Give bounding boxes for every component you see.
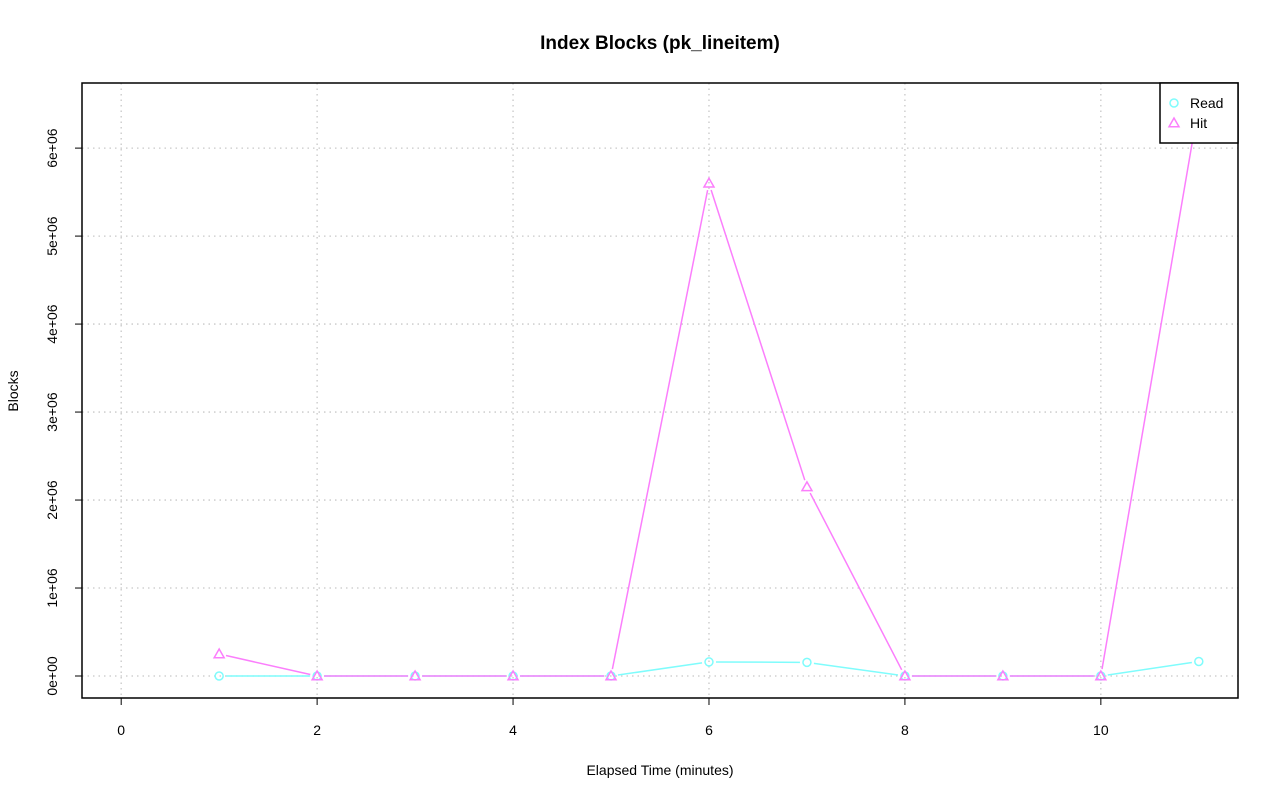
x-tick-label: 2 [313, 722, 321, 738]
legend-label-hit: Hit [1190, 115, 1207, 131]
x-axis-title: Elapsed Time (minutes) [586, 762, 733, 778]
axes: 0 2 4 6 8 10 0e+00 1e+06 2e+06 3e+06 4e+06 5e+06 6e+… [44, 128, 1109, 738]
legend-label-read: Read [1190, 95, 1223, 111]
hit-point [898, 669, 912, 681]
y-tick-label: 1e+06 [44, 568, 60, 608]
series-hit [212, 97, 1206, 681]
read-line-segment [617, 662, 703, 676]
read-line-segment [1107, 661, 1192, 676]
x-tick-label: 6 [705, 722, 713, 738]
y-tick-label: 6e+06 [44, 128, 60, 168]
hit-point [604, 669, 618, 681]
y-axis-title: Blocks [5, 370, 21, 411]
hit-point [408, 669, 422, 681]
x-tick-label: 4 [509, 722, 517, 738]
plot-frame [81, 82, 1239, 699]
hit-point [310, 669, 324, 681]
grid [82, 83, 1238, 698]
read-point [214, 671, 224, 681]
chart-title: Index Blocks (pk_lineitem) [540, 33, 780, 54]
hit-line-segment [809, 492, 903, 671]
legend: Read Hit [1159, 82, 1239, 144]
y-tick-label: 0e+00 [44, 656, 60, 696]
series-layer [212, 97, 1206, 681]
legend-marker-hit [1167, 116, 1181, 128]
hit-point [506, 669, 520, 681]
hit-point [212, 647, 226, 659]
hit-point [1094, 669, 1108, 681]
y-tick-label: 5e+06 [44, 216, 60, 256]
read-point [704, 657, 714, 667]
legend-marker-read [1169, 98, 1179, 108]
read-line-segment [813, 662, 899, 676]
legend-box [1159, 82, 1239, 144]
hit-line-segment [225, 654, 311, 676]
hit-line-segment [710, 189, 806, 481]
x-tick-label: 0 [117, 722, 125, 738]
x-tick-label: 8 [901, 722, 909, 738]
read-point [802, 657, 812, 668]
hit-point [800, 480, 814, 492]
y-tick-label: 4e+06 [44, 304, 60, 344]
x-tick-label: 10 [1093, 722, 1109, 738]
y-tick-label: 2e+06 [44, 480, 60, 520]
y-tick-label: 3e+06 [44, 392, 60, 432]
read-point [1194, 656, 1204, 667]
hit-point [702, 176, 716, 188]
hit-point [996, 669, 1010, 681]
hit-line-segment [1101, 110, 1199, 670]
hit-line-segment [611, 190, 709, 670]
